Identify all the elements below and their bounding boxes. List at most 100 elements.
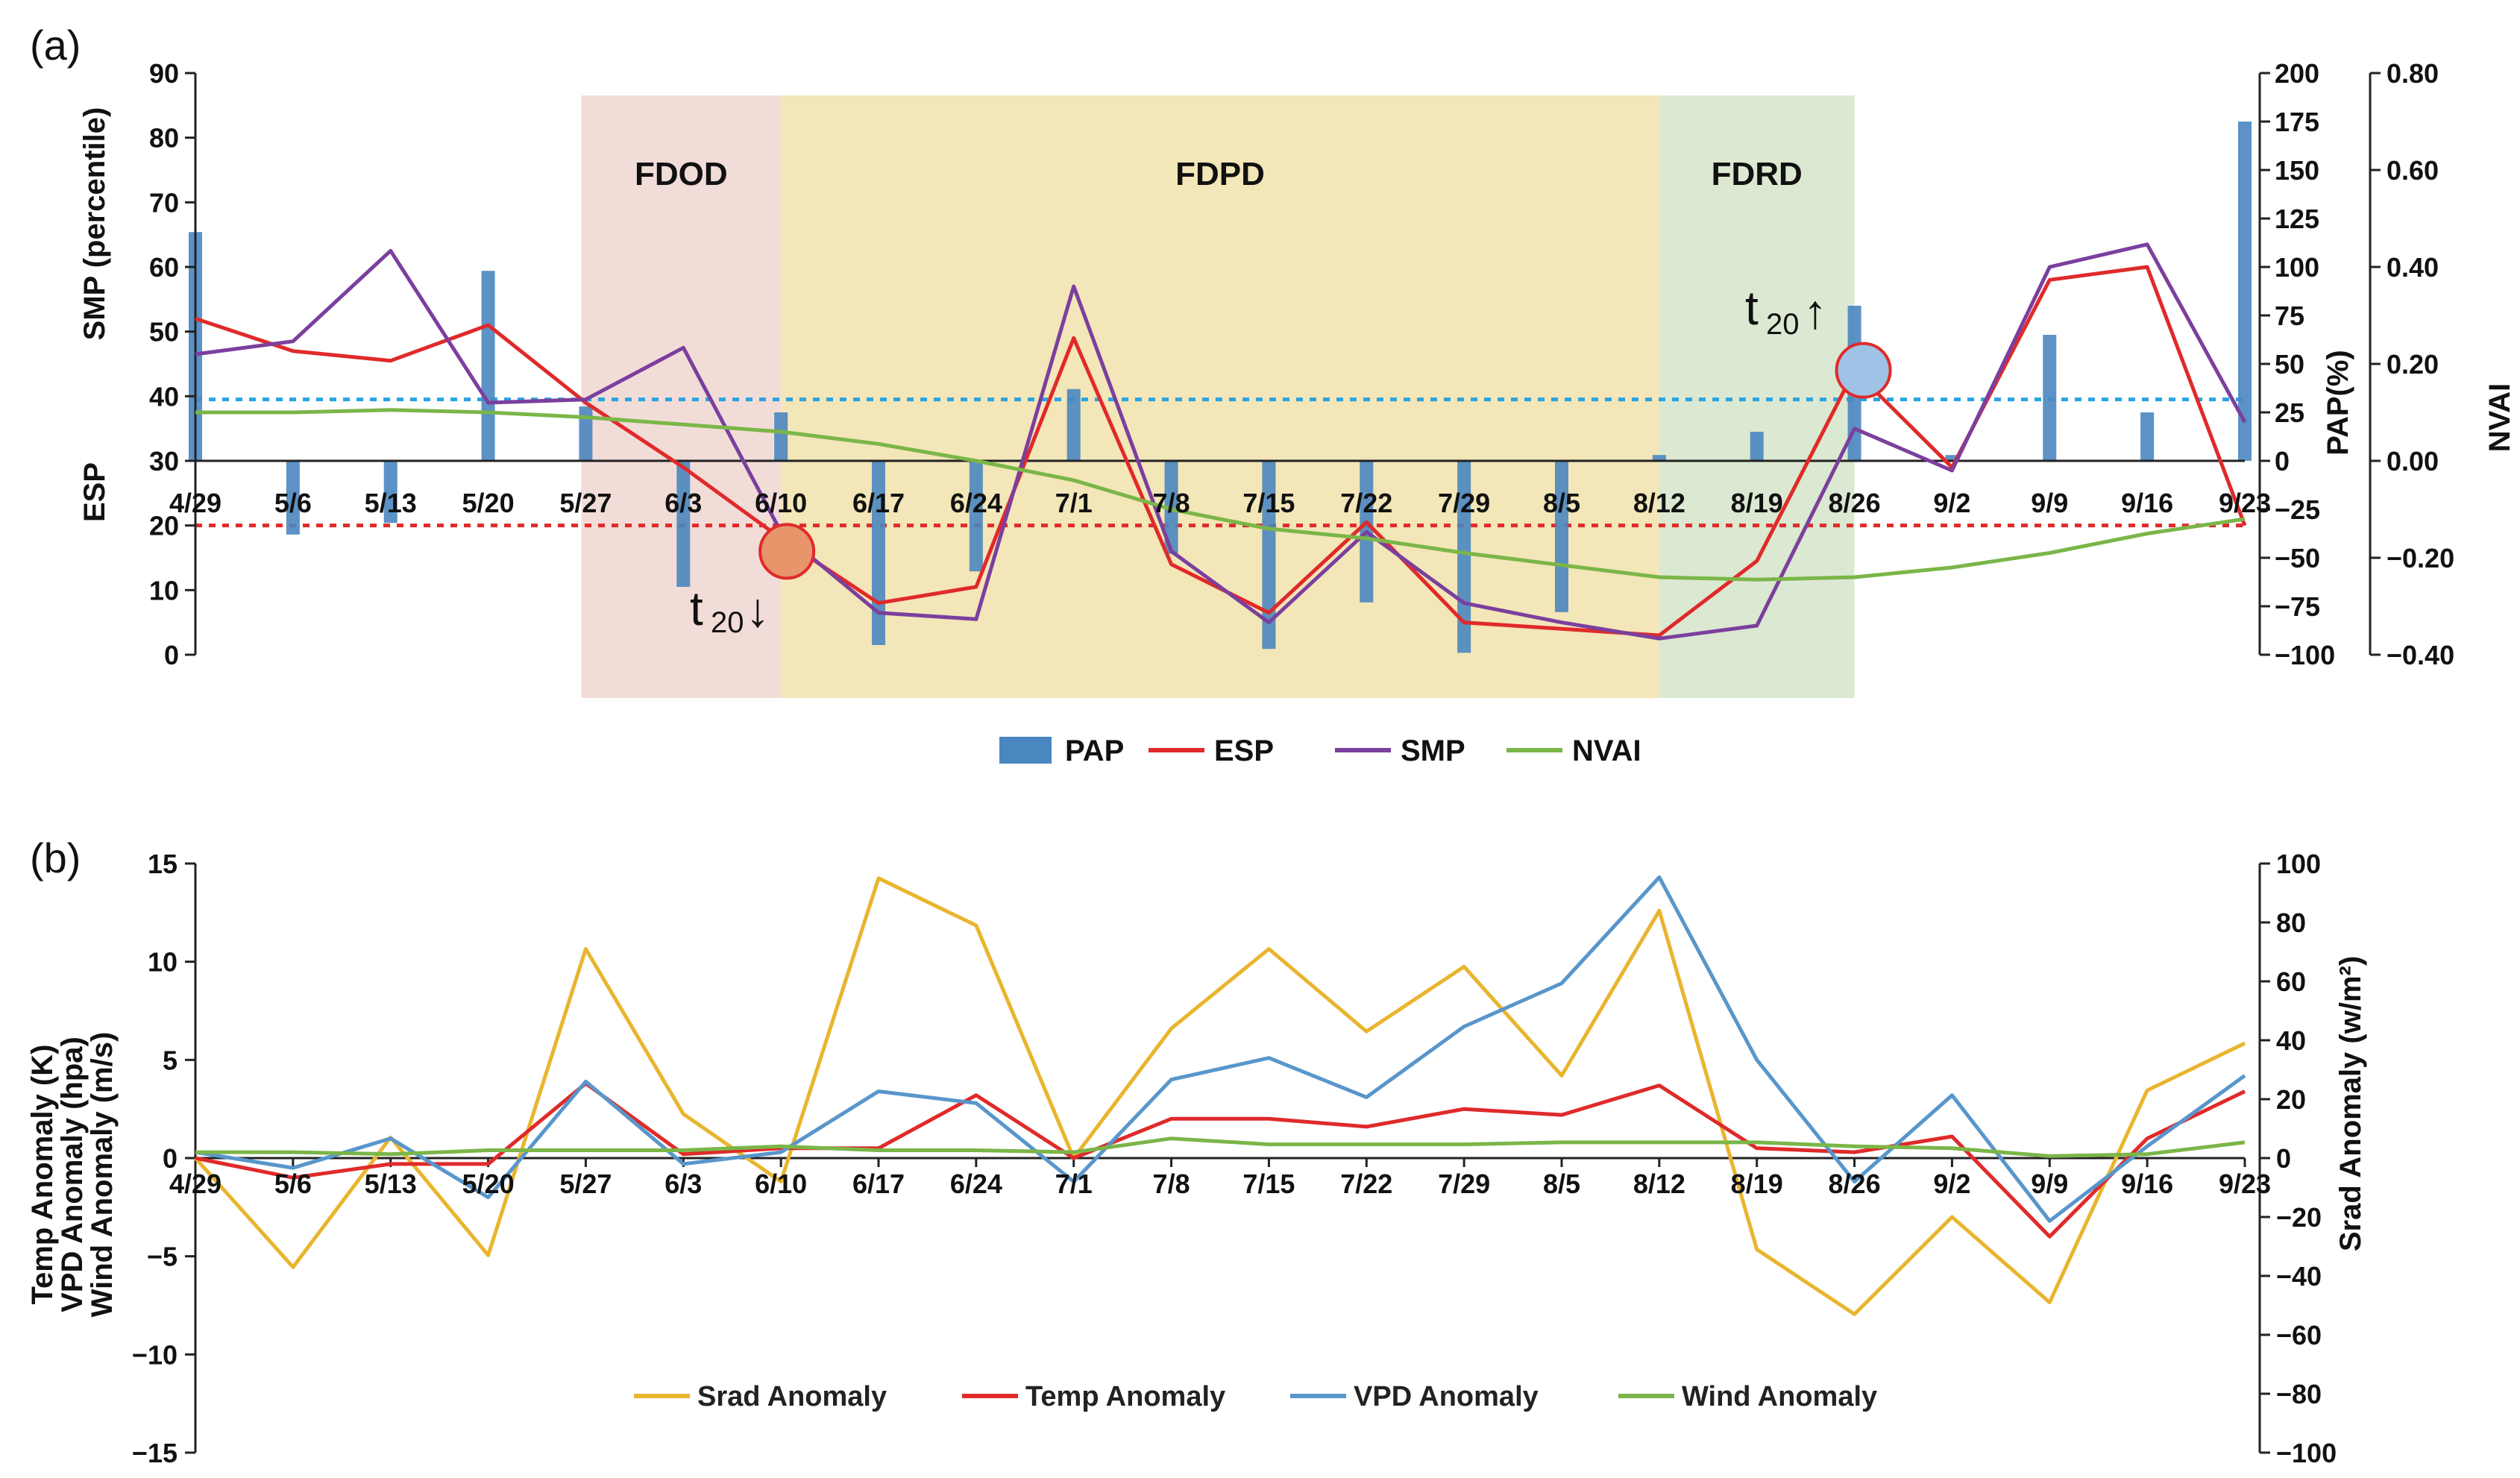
legend-label-vpd-anomaly: VPD Anomaly [1354,1381,1539,1412]
panel-b-label: (b) [30,834,81,881]
x-tick-label: 7/22 [1340,488,1392,518]
legend-label-srad-anomaly: Srad Anomaly [697,1381,887,1412]
onset-marker [758,523,816,580]
x-tick-label: 6/17 [852,488,905,518]
pap-bar [579,406,593,461]
x-tick-label: 8/12 [1633,1169,1685,1199]
series-line-srad-anomaly [194,876,2246,1316]
left-tick-label: 5 [163,1045,177,1075]
x-tick-label: 6/3 [664,1169,702,1199]
x-tick-label: 9/9 [2031,488,2068,518]
phase-region-fdod [581,95,782,698]
legend: Srad Anomaly Temp Anomaly VPD Anomaly Wind … [634,1381,1877,1412]
legend-label-smp: SMP [1401,735,1465,767]
x-tick-label: 8/19 [1731,488,1783,518]
x-tick-label: 7/8 [1153,1169,1190,1199]
pap-bar [1750,432,1764,461]
x-tick-label: 4/29 [169,1169,221,1199]
right-tick-label: 20 [2276,1084,2306,1115]
left-tick-label: 90 [149,58,179,89]
recovery-label-subscript: 20 [1766,308,1800,341]
x-tick-label: 9/2 [1933,488,1970,518]
legend-label-nvai: NVAI [1572,735,1641,767]
x-tick-label: 5/13 [365,1169,417,1199]
right-tick-label: −20 [2276,1202,2322,1233]
pap-tick-label: 50 [2275,349,2304,380]
pap-bar [286,461,300,535]
pap-tick-label: 150 [2275,155,2319,186]
pap-tick-label: −50 [2275,543,2320,573]
legend-swatch-pap [999,737,1052,764]
left-tick-label: 20 [149,511,179,541]
y-axis-label-srad: Srad Anomaly (w/m²) [2334,956,2367,1251]
pap-bar [969,461,983,572]
right-tick-label: 80 [2276,908,2306,938]
nvai-tick-label: 0.20 [2387,349,2439,380]
axes: 0 10 20 30 40 50 60 70 80 90 −100 −75 −50 −25 0 25 50 75 1… [149,58,2454,670]
pap-bar [676,461,691,587]
pap-bar [1066,389,1081,461]
right-tick-label: −100 [2276,1438,2337,1468]
legend-label-esp: ESP [1214,735,1274,767]
right-tick-label: −40 [2276,1261,2322,1292]
left-tick-label: 15 [148,849,177,879]
y-axis-label-wind: Wind Anomaly (m/s) [86,1032,119,1318]
phase-label-fdod: FDOD [635,156,728,192]
pap-tick-label: 200 [2275,58,2319,89]
recovery-label: t [1745,281,1759,335]
x-tick-label: 7/29 [1438,488,1490,518]
pap-tick-label: 175 [2275,107,2319,137]
panel-b: (b) −15 −10 −5 0 5 10 15 −100 −80 −60 −40 −20 0 20 40 6… [26,834,2367,1468]
x-tick-label: 9/23 [2219,1169,2271,1199]
right-tick-label: 40 [2276,1025,2306,1056]
pap-bar [1262,461,1276,650]
series-line-vpd-anomaly [195,875,2246,1223]
pap-tick-label: −25 [2275,494,2320,525]
x-tick-label: 7/22 [1340,1169,1392,1199]
left-tick-label: −10 [132,1339,177,1370]
x-tick-label: 5/6 [274,1169,312,1199]
left-tick-label: −15 [132,1438,177,1468]
legend-label-temp-anomaly: Temp Anomaly [1025,1381,1225,1412]
nvai-tick-label: 0.00 [2387,446,2439,477]
x-tick-label: 7/8 [1153,488,1190,518]
pap-bar [2238,122,2252,461]
phase-backgrounds: FDOD FDPD FDRD [581,95,1855,698]
x-tick-label: 5/13 [365,488,417,518]
series-line-nvai [195,408,2246,582]
x-tick-labels: 4/29 5/6 5/13 5/20 5/27 6/3 6/10 6/17 6/24 7/1 7/8… [169,1169,2271,1199]
pap-bar [2140,412,2155,461]
y-axis-label-esp: ESP [78,462,111,522]
right-tick-label: 100 [2276,849,2321,879]
pap-tick-label: 100 [2275,252,2319,283]
nvai-tick-label: 0.80 [2387,58,2439,89]
x-tick-label: 7/29 [1438,1169,1490,1199]
pap-bar [481,271,495,461]
x-tick-label: 6/24 [950,488,1002,518]
x-tick-label: 6/3 [664,488,702,518]
left-tick-label: 60 [149,252,179,283]
left-tick-label: 0 [164,640,179,670]
series-line-wind-anomaly [195,1136,2246,1158]
x-tick-label: 6/10 [755,488,807,518]
left-tick-label: 70 [149,187,179,218]
pap-bar [1555,461,1568,612]
pap-bar [1945,455,1959,461]
x-tick-label: 6/24 [950,1169,1002,1199]
x-tick-label: 8/26 [1829,488,1881,518]
x-tick-label: 7/15 [1242,1169,1295,1199]
phase-region-fdrd [1659,95,1855,698]
left-tick-label: 10 [148,947,177,978]
axes: −15 −10 −5 0 5 10 15 −100 −80 −60 −40 −20 0 20 40 60 80 1… [132,849,2337,1468]
left-tick-label: 50 [149,317,179,348]
x-tick-label: 8/26 [1829,1169,1881,1199]
pap-tick-label: −100 [2275,640,2335,670]
x-tick-label: 7/1 [1055,1169,1093,1199]
nvai-tick-label: 0.40 [2387,252,2439,283]
right-tick-label: 0 [2276,1143,2291,1174]
x-tick-label: 9/23 [2219,488,2271,518]
x-tick-label: 8/5 [1543,1169,1580,1199]
x-tick-label: 5/20 [462,488,515,518]
x-tick-label: 5/6 [274,488,312,518]
